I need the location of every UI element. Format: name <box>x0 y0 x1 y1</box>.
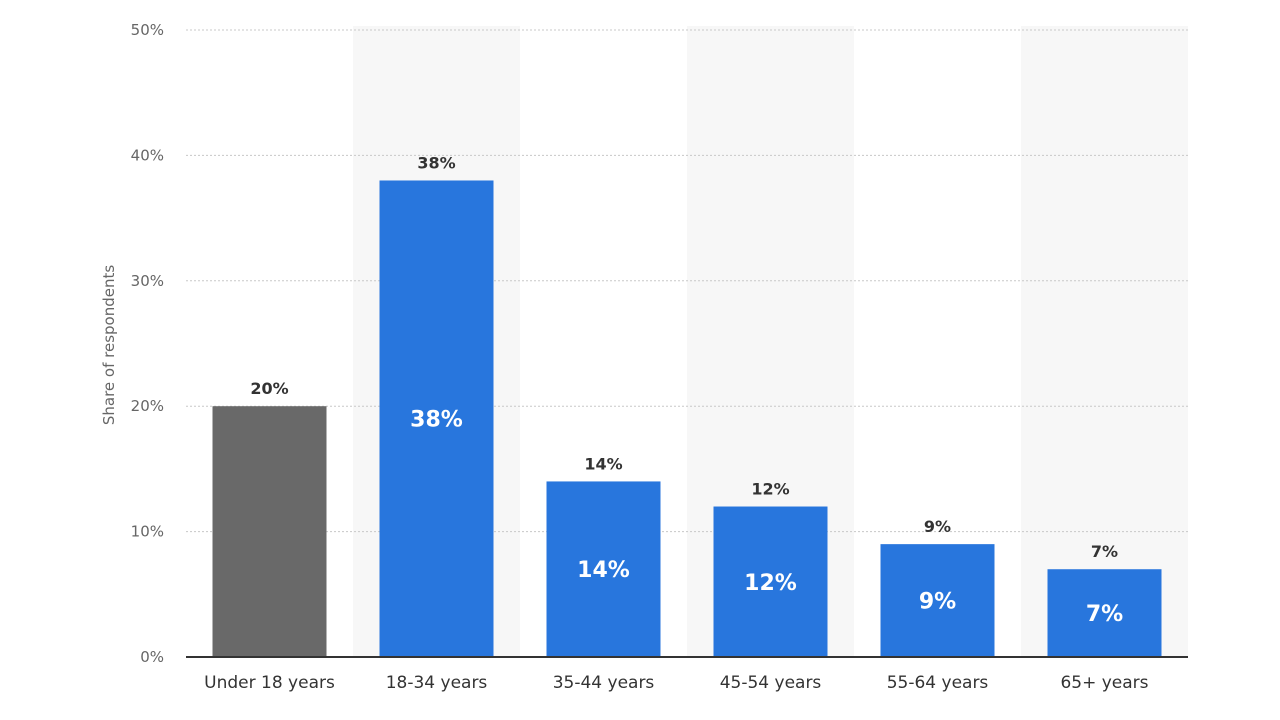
bar-inside-label: 7% <box>1086 602 1123 627</box>
y-tick-label: 30% <box>131 272 164 290</box>
bar <box>379 180 494 658</box>
y-tick-label: 0% <box>140 648 164 666</box>
bar <box>1047 569 1162 657</box>
bar-value-label: 20% <box>250 379 288 398</box>
bar-value-label: 9% <box>924 517 951 536</box>
x-tick-label: 18-34 years <box>386 673 488 693</box>
background-band <box>1021 26 1188 657</box>
bar-inside-label: 14% <box>577 558 630 583</box>
y-tick-label: 20% <box>131 397 164 415</box>
bar <box>546 481 661 657</box>
bar-value-label: 38% <box>417 153 455 172</box>
bar <box>713 506 828 657</box>
y-axis-title: Share of respondents <box>100 265 118 426</box>
bar <box>212 406 327 657</box>
x-tick-label: Under 18 years <box>204 673 335 693</box>
bar-inside-label: 12% <box>744 571 797 596</box>
y-tick-label: 40% <box>131 146 164 164</box>
x-axis-labels: Under 18 years 18-34 years 35-44 years 45-5… <box>204 673 1149 693</box>
bar-inside-label: 38% <box>410 408 463 433</box>
y-tick-label: 50% <box>131 21 164 39</box>
bar-value-label: 14% <box>584 454 622 473</box>
bar <box>880 544 995 657</box>
bar-value-label: 12% <box>751 480 789 499</box>
gridlines <box>186 29 1188 533</box>
bar-value-label: 7% <box>1091 542 1118 561</box>
x-tick-label: 35-44 years <box>553 673 655 693</box>
y-axis-ticks: 0% 10% 20% 30% 40% 50% <box>131 21 164 666</box>
bars: 20% 38% 38% 14% 14% 12% 12% 9% 9% 7% 7% <box>212 153 1162 658</box>
x-tick-label: 65+ years <box>1060 673 1148 693</box>
x-tick-label: 45-54 years <box>720 673 822 693</box>
y-tick-label: 10% <box>131 523 164 541</box>
x-tick-label: 55-64 years <box>887 673 989 693</box>
bar-inside-label: 9% <box>919 590 956 615</box>
background-bands <box>353 26 1188 657</box>
